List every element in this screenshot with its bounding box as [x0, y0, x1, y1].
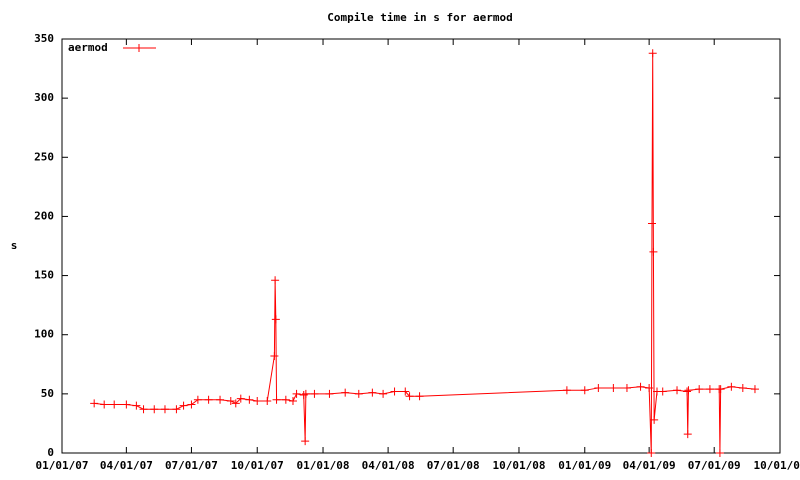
point-marker — [636, 382, 645, 391]
x-tick-label: 07/01/08 — [427, 459, 480, 472]
point-marker — [715, 449, 724, 457]
point-marker — [288, 396, 297, 405]
point-marker — [301, 437, 310, 446]
point-marker — [683, 430, 692, 439]
plot-border — [61, 38, 781, 454]
x-tick-label: 01/01/08 — [297, 459, 350, 472]
y-tick-label: 200 — [34, 209, 54, 222]
point-marker — [263, 396, 272, 405]
point-marker — [272, 395, 281, 404]
point-marker — [271, 276, 280, 285]
x-tick-label: 07/01/09 — [688, 459, 741, 472]
point-marker — [132, 401, 141, 410]
point-marker — [193, 395, 202, 404]
y-tick-label: 100 — [34, 328, 54, 341]
point-marker — [658, 387, 667, 396]
point-marker — [683, 387, 692, 396]
chart-title: Compile time in s for aermod — [327, 11, 512, 24]
point-marker — [750, 385, 759, 394]
point-marker — [150, 405, 159, 414]
point-marker — [405, 392, 414, 401]
point-marker — [648, 49, 657, 58]
point-marker — [650, 415, 659, 424]
point-marker — [270, 352, 279, 361]
y-tick-label: 300 — [34, 91, 54, 104]
point-marker — [231, 399, 240, 408]
point-marker — [226, 396, 235, 405]
point-marker — [292, 389, 301, 398]
y-axis-label: s — [11, 239, 18, 252]
point-marker — [325, 389, 334, 398]
point-marker — [281, 395, 290, 404]
point-marker — [594, 383, 603, 392]
x-tick-label: 01/01/07 — [36, 459, 89, 472]
x-tick-label: 10/01/08 — [492, 459, 545, 472]
point-marker — [179, 401, 188, 410]
point-marker — [716, 385, 725, 394]
point-marker — [187, 400, 196, 409]
point-marker — [695, 385, 704, 394]
point-marker — [139, 405, 148, 414]
point-marker — [647, 449, 656, 457]
point-marker — [705, 385, 714, 394]
point-marker — [390, 387, 399, 396]
point-marker — [299, 391, 308, 400]
point-marker — [684, 386, 693, 395]
point-marker — [216, 395, 225, 404]
point-marker — [647, 219, 656, 228]
point-marker — [622, 383, 631, 392]
x-tick-label: 10/01/07 — [231, 459, 284, 472]
point-marker — [172, 405, 181, 414]
point-marker — [379, 389, 388, 398]
legend-marker — [135, 44, 143, 52]
point-marker — [562, 386, 571, 395]
point-marker — [90, 399, 99, 408]
point-marker — [301, 389, 310, 398]
point-marker — [204, 395, 213, 404]
point-marker — [100, 400, 109, 409]
point-marker — [110, 400, 119, 409]
x-tick-label: 01/01/09 — [558, 459, 611, 472]
point-marker — [401, 387, 410, 396]
point-marker — [649, 247, 658, 256]
point-marker — [354, 389, 363, 398]
y-tick-label: 150 — [34, 269, 54, 282]
point-marker — [738, 383, 747, 392]
legend-label: aermod — [68, 41, 108, 54]
point-marker — [341, 388, 350, 397]
point-marker — [245, 395, 254, 404]
series-line — [94, 53, 756, 454]
point-marker — [580, 386, 589, 395]
x-tick-label: 04/01/07 — [100, 459, 153, 472]
point-marker — [609, 383, 618, 392]
x-tick-label: 04/01/09 — [623, 459, 676, 472]
x-tick-label: 07/01/07 — [165, 459, 218, 472]
point-marker — [727, 382, 736, 391]
point-marker — [122, 400, 131, 409]
point-marker — [645, 383, 654, 392]
point-marker — [160, 405, 169, 414]
y-tick-label: 350 — [34, 32, 54, 45]
y-tick-label: 250 — [34, 150, 54, 163]
x-tick-label: 04/01/08 — [362, 459, 415, 472]
point-marker — [368, 388, 377, 397]
y-tick-label: 0 — [47, 446, 54, 459]
x-tick-label: 10/01/09 — [754, 459, 800, 472]
y-tick-label: 50 — [41, 387, 54, 400]
point-marker — [253, 396, 262, 405]
point-marker — [310, 389, 319, 398]
point-marker — [271, 315, 280, 324]
point-marker — [415, 392, 424, 401]
point-marker — [673, 386, 682, 395]
point-marker — [236, 394, 245, 403]
